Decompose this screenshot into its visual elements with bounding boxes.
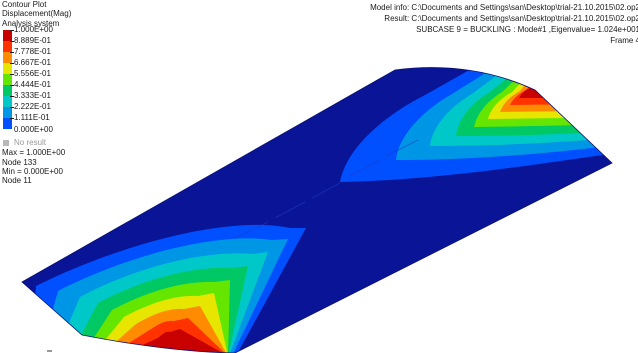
legend-swatch [3, 52, 12, 63]
legend-level: 1.111E-01 [2, 113, 112, 129]
no-result-label: No result [14, 138, 47, 148]
legend-min-node: Node 11 [2, 176, 32, 186]
legend-level: 5.556E-01 [2, 69, 112, 85]
legend-level-label: 3.333E-01 [10, 91, 51, 101]
legend-level-label: 4.444E-01 [10, 80, 51, 90]
legend-swatch [3, 30, 12, 41]
subcase-line: SUBCASE 9 = BUCKLING : Mode#1 ,Eigenvalu… [416, 25, 638, 34]
legend-level-label: 8.889E-01 [10, 36, 51, 46]
legend-level-label: 6.667E-01 [10, 58, 51, 68]
legend-swatch [3, 41, 12, 52]
legend-swatch [3, 107, 12, 118]
upper-band-9 [519, 67, 612, 100]
legend-level: 2.222E-01 [2, 102, 112, 118]
legend-no-result: No result [2, 138, 112, 148]
legend-swatch [3, 118, 12, 129]
legend-level-label: 2.222E-01 [10, 102, 51, 112]
legend-level: 6.667E-01 [2, 58, 112, 74]
legend-level: 7.778E-01 [2, 47, 112, 63]
legend-level-label: 5.556E-01 [10, 69, 51, 79]
upper-band-8 [510, 67, 612, 106]
legend-level-label: 7.778E-01 [10, 47, 51, 57]
model-info-panel: Model info: C:\Documents and Settings\sa… [370, 2, 638, 46]
mesh-ridge-lines [234, 139, 419, 239]
legend-min: Min = 0.000E+00 [2, 167, 63, 177]
legend-level: 3.333E-01 [2, 91, 112, 107]
legend-level: 1.000E+00 [2, 25, 112, 41]
legend-level-label: 0.000E+00 [14, 125, 53, 135]
legend-swatch [3, 96, 12, 107]
frame-label: Frame 4 [610, 36, 638, 45]
legend-max: Max = 1.000E+00 [2, 148, 66, 158]
plate-outline [21, 67, 613, 353]
legend-title: Contour Plot [2, 0, 47, 9]
no-result-swatch [3, 140, 9, 147]
legend-scale: 1.000E+00 8.889E-01 7.778E-01 6.667E-01 5.55… [2, 25, 112, 137]
legend-level: 4.444E-01 [2, 80, 112, 96]
legend-swatch [3, 74, 12, 85]
legend-level: 8.889E-01 [2, 36, 112, 52]
model-info-line: Model info: C:\Documents and Settings\sa… [370, 3, 638, 12]
legend-level-label: 1.000E+00 [10, 25, 53, 35]
legend-quantity: Displacement(Mag) [2, 9, 72, 19]
result-file-line: Result: C:\Documents and Settings\san\De… [384, 14, 638, 23]
legend-swatch [3, 85, 12, 96]
legend-max-node: Node 133 [2, 157, 37, 167]
legend-system: Analysis system [2, 18, 60, 28]
contour-legend: Contour Plot Displacement(Mag) Analysis … [2, 0, 112, 186]
legend-swatch [3, 63, 12, 74]
legend-level-label: 1.111E-01 [10, 113, 50, 123]
